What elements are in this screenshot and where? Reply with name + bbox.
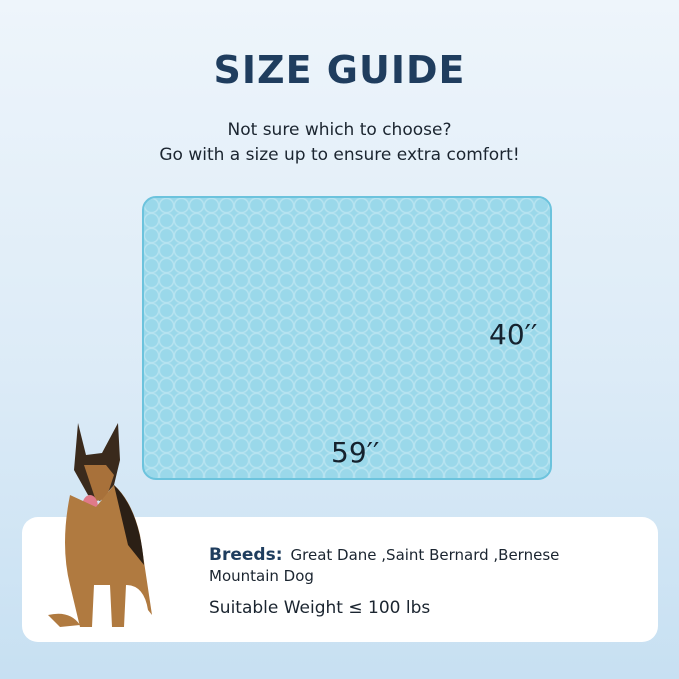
breeds-text: Breeds: Great Dane ,Saint Bernard ,Bernes… (209, 545, 629, 587)
breeds-value: Great Dane ,Saint Bernard ,Bernese Mount… (209, 546, 560, 585)
subtitle-line-2: Go with a size up to ensure extra comfor… (159, 145, 520, 165)
page-title: SIZE GUIDE (213, 48, 466, 92)
height-dimension-label: 40′′ (489, 318, 538, 351)
subtitle-line-1: Not sure which to choose? (227, 120, 452, 140)
breeds-label: Breeds: (209, 545, 283, 565)
width-dimension-label: 59′′ (331, 436, 380, 469)
suitable-weight-text: Suitable Weight ≤ 100 lbs (209, 598, 431, 618)
german-shepherd-dog-image (48, 423, 152, 627)
cooling-mat-image (142, 196, 552, 480)
